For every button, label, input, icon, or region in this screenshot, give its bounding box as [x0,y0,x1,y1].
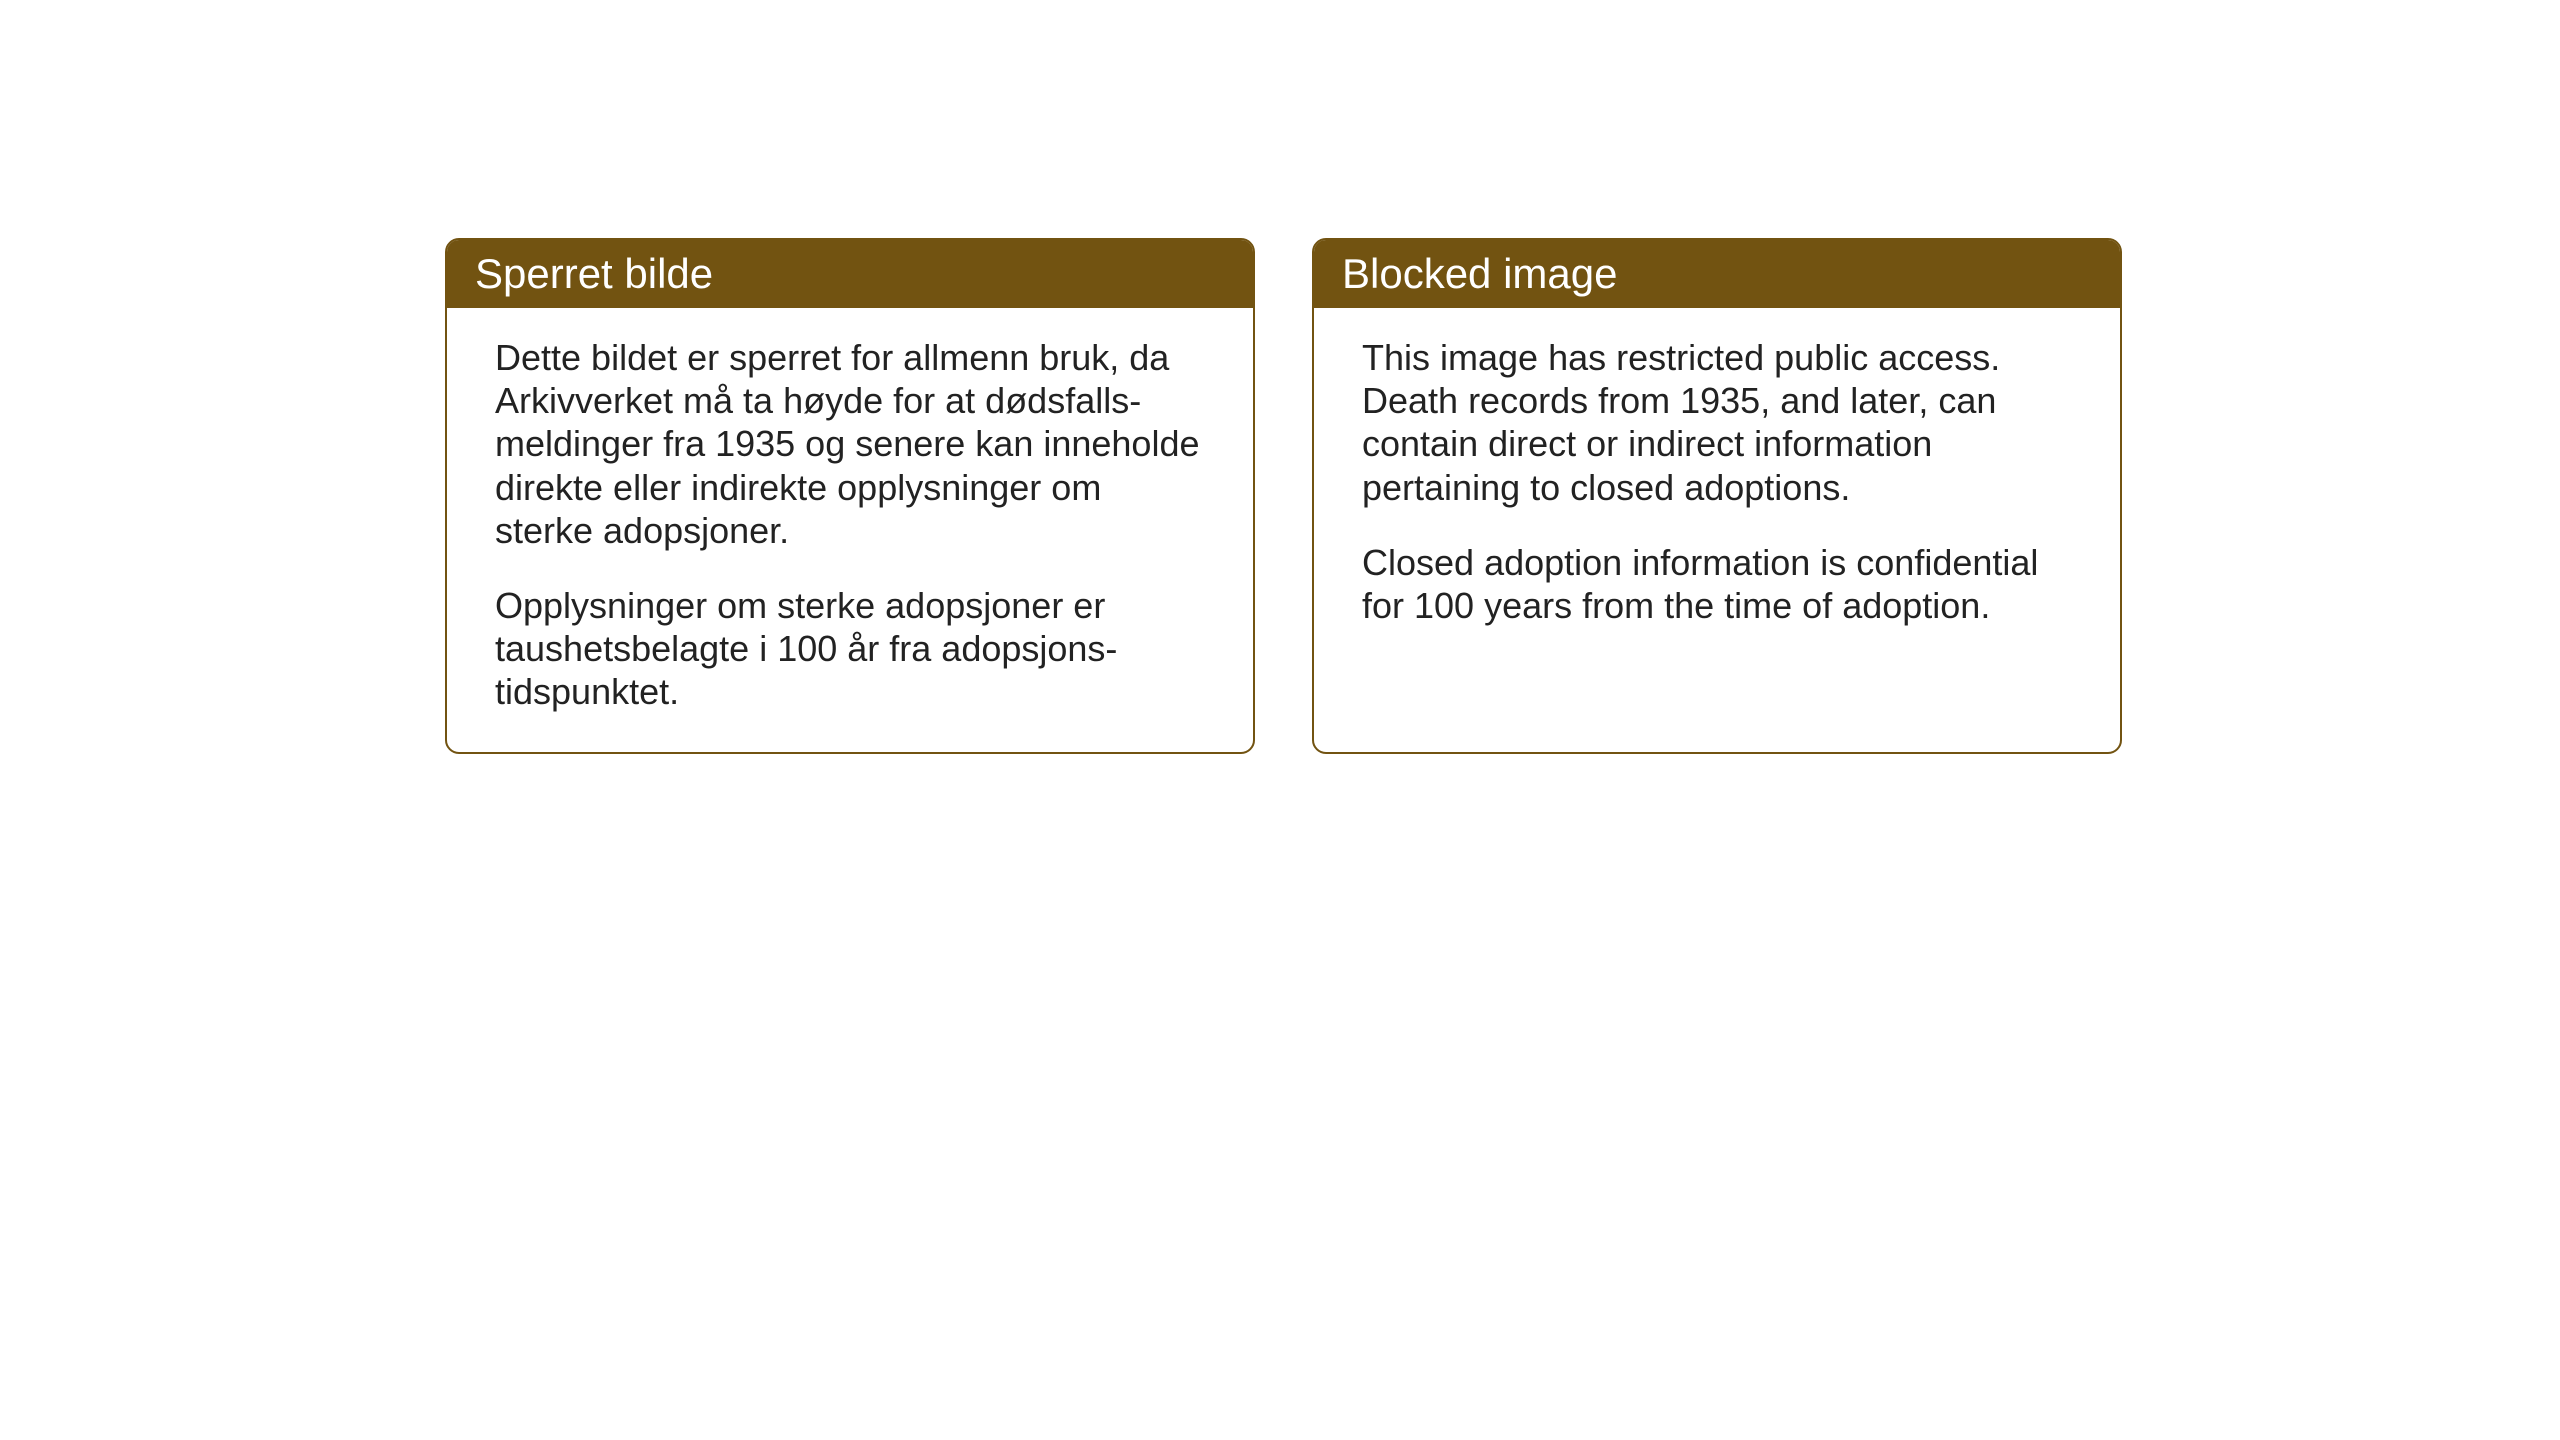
notice-card-english: Blocked image This image has restricted … [1312,238,2122,754]
card-body-norwegian: Dette bildet er sperret for allmenn bruk… [447,308,1253,752]
card-paragraph: This image has restricted public access.… [1362,336,2072,509]
notice-cards-container: Sperret bilde Dette bildet er sperret fo… [445,238,2122,754]
card-header-norwegian: Sperret bilde [447,240,1253,308]
card-header-english: Blocked image [1314,240,2120,308]
card-paragraph: Opplysninger om sterke adopsjoner er tau… [495,584,1205,714]
notice-card-norwegian: Sperret bilde Dette bildet er sperret fo… [445,238,1255,754]
card-paragraph: Closed adoption information is confident… [1362,541,2072,627]
card-paragraph: Dette bildet er sperret for allmenn bruk… [495,336,1205,552]
card-body-english: This image has restricted public access.… [1314,308,2120,665]
